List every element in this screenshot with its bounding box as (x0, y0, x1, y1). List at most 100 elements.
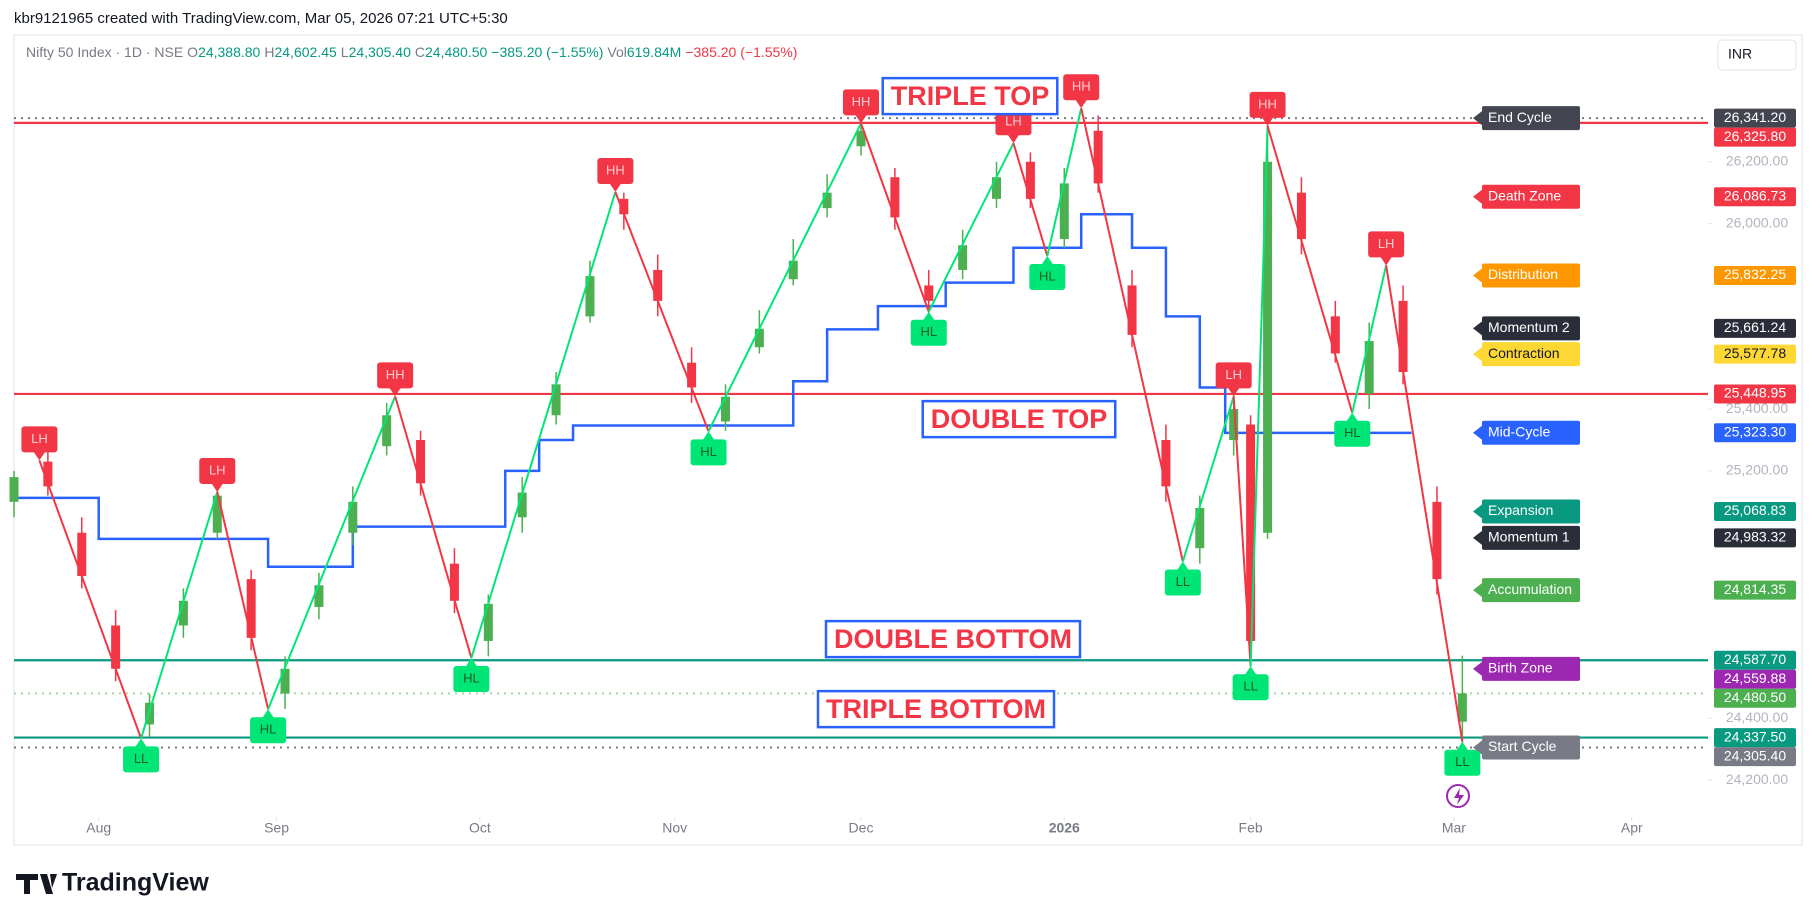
annotation-box (824, 619, 1082, 659)
candle-body (754, 328, 764, 348)
price-label: 26,325.80 (1724, 128, 1786, 144)
annotation-box (816, 689, 1056, 729)
x-tick-label: Apr (1621, 820, 1643, 836)
pivot-pointer (1176, 561, 1189, 571)
pivot-label: LH (1378, 236, 1395, 251)
candle-body (1093, 130, 1103, 184)
pivot-pointer (922, 311, 935, 321)
y-tick-label: 24,200.00 (1726, 771, 1788, 787)
candle-body (178, 600, 188, 626)
pivot-pointer (702, 431, 715, 441)
price-label: 25,577.78 (1724, 345, 1786, 361)
pivot-label: LL (1176, 574, 1190, 589)
pivot-label: HL (463, 670, 480, 685)
x-tick-label: Sep (264, 820, 289, 836)
pivot-pointer (1041, 256, 1054, 266)
candle-body (551, 384, 561, 416)
price-label: 24,814.35 (1724, 581, 1786, 597)
candle-body (856, 130, 866, 147)
alert-icon[interactable] (1446, 784, 1470, 808)
pivot-label: LL (1243, 679, 1257, 694)
pivot-pointer (855, 114, 867, 124)
candle-body (348, 501, 358, 533)
pivot-pointer (135, 738, 148, 748)
pivot-marker (1444, 749, 1481, 776)
zigzag-segment (1249, 125, 1269, 667)
candle-body (1263, 161, 1273, 533)
level-tag (1482, 735, 1580, 760)
pivot-marker (1249, 91, 1286, 118)
candle-body (246, 579, 256, 638)
pivot-marker (250, 717, 287, 744)
pivot-marker (1063, 74, 1100, 101)
brand: TradingView (62, 869, 209, 897)
pivot-marker (910, 319, 947, 346)
candle-body (585, 276, 595, 317)
ohlc-value: 24,602.45 (274, 44, 336, 60)
zigzag-segment (927, 142, 1015, 313)
level-tag (1482, 578, 1580, 603)
tag-pointer (1473, 504, 1482, 519)
ohlc-value: 24,305.40 (349, 44, 411, 60)
candle-body (1364, 341, 1374, 394)
tag-pointer (1473, 530, 1482, 545)
candle-body (1229, 409, 1239, 440)
x-tick-label: Feb (1239, 820, 1263, 836)
candle-body (1296, 192, 1306, 240)
tag-pointer (1473, 425, 1482, 440)
level-tag (1482, 263, 1580, 288)
x-tick-label: Dec (849, 820, 874, 836)
pivot-label: HH (1072, 79, 1091, 94)
pivot-label: HL (1039, 268, 1056, 283)
price-box (1714, 423, 1796, 443)
level-tag (1482, 420, 1580, 445)
price-label: 25,068.83 (1724, 502, 1786, 518)
tag-pointer (1473, 189, 1482, 204)
candle-body (314, 585, 324, 607)
pivot-label: HH (386, 367, 405, 382)
candle-body (280, 668, 290, 694)
currency[interactable]: INR (1728, 46, 1752, 62)
level-tag (1482, 499, 1580, 524)
pivot-label: LH (209, 462, 226, 477)
pivot-label: HL (920, 324, 937, 339)
zigzag-segment (470, 191, 617, 659)
zigzag-segment (1385, 265, 1464, 742)
price-box (1714, 688, 1796, 708)
plot: 24,200.00 24,400.00 25,200.00 25,400.00 26,0… (9, 74, 1796, 836)
price-box (1714, 187, 1796, 207)
zigzag-segment (394, 396, 473, 659)
chart-frame (13, 34, 1803, 846)
price-label: 24,337.50 (1724, 728, 1786, 744)
level-name: Mid-Cycle (1488, 423, 1550, 439)
level-name: End Cycle (1488, 109, 1552, 125)
x-tick-label: Oct (469, 820, 491, 836)
volume-key: Vol (607, 44, 626, 60)
level-tag (1482, 525, 1580, 550)
annotation: TRIPLE TOP (891, 81, 1050, 111)
pivot-label: LL (134, 751, 148, 766)
pivot-marker (123, 746, 160, 773)
currency-box[interactable] (1717, 39, 1797, 71)
zigzag-segment (860, 123, 930, 313)
price-label: 25,448.95 (1724, 385, 1786, 401)
price-label: 24,587.70 (1724, 651, 1786, 667)
level-name: Momentum 1 (1488, 529, 1570, 545)
pivot-label: HH (606, 162, 625, 177)
annotation: DOUBLE TOP (931, 404, 1108, 434)
ohlc-value: 24,388.80 (198, 44, 260, 60)
price-box (1714, 108, 1796, 128)
price-box (1714, 344, 1796, 364)
price-box (1714, 318, 1796, 338)
pivot-marker (1232, 674, 1269, 701)
pivot-label: LH (1225, 367, 1242, 382)
candle-body (890, 177, 900, 218)
candle-body (1195, 508, 1205, 549)
level-name: Contraction (1488, 345, 1560, 361)
candle-body (1246, 424, 1256, 641)
pivot-pointer (1227, 387, 1240, 397)
level-name: Distribution (1488, 266, 1558, 282)
pivot-marker (843, 89, 879, 116)
y-tick-label: 26,200.00 (1726, 152, 1788, 168)
